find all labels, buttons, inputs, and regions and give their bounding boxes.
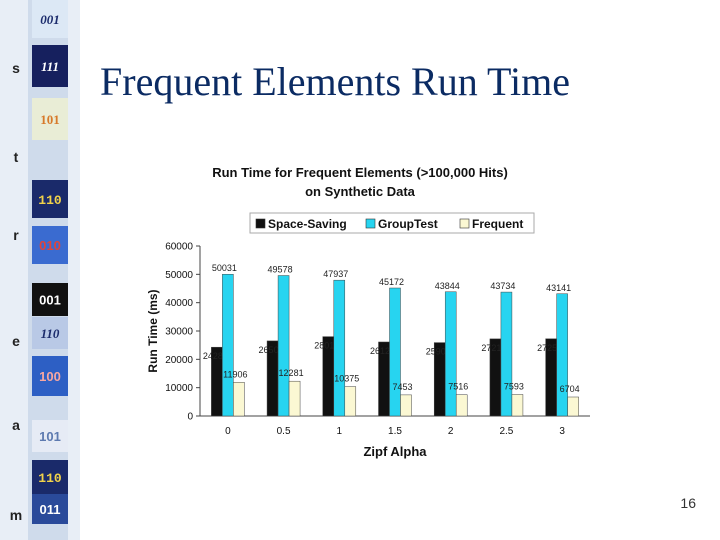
- data-label: 47937: [323, 269, 348, 279]
- stripe-block: [32, 317, 68, 349]
- bar-frequent: [288, 380, 301, 417]
- x-tick-label: 1.5: [388, 426, 402, 437]
- data-label: 7593: [504, 381, 524, 391]
- bar-frequent: [233, 382, 245, 417]
- stripe-code: 110: [41, 326, 60, 341]
- x-axis-label: Zipf Alpha: [363, 444, 427, 459]
- legend-swatch: [459, 218, 470, 229]
- y-axis-label: Run Time (ms): [146, 289, 160, 372]
- stripe-code: 010: [39, 238, 61, 253]
- data-label: 43844: [435, 281, 460, 291]
- data-label: 24281: [203, 351, 228, 361]
- data-label: 43734: [490, 281, 515, 291]
- chart-title: Run Time for Frequent Elements (>100,000…: [212, 165, 508, 180]
- y-tick-label: 20000: [165, 355, 193, 366]
- data-label: 43141: [546, 283, 571, 293]
- slide-title: Frequent Elements Run Time: [100, 59, 570, 104]
- bar-grouptest: [277, 275, 290, 417]
- stripe-block: [32, 180, 68, 218]
- run-time-bar-chart: Run Time for Frequent Elements (>100,000…: [146, 165, 590, 459]
- stripe-code: 101: [40, 112, 60, 127]
- bar-grouptest: [500, 291, 513, 417]
- stripe-letter: r: [13, 227, 19, 243]
- legend-label: Frequent: [472, 217, 523, 231]
- bar-frequent: [567, 396, 579, 417]
- data-label: 25906: [426, 347, 451, 357]
- stripe-code: 111: [41, 59, 59, 74]
- y-tick-label: 30000: [165, 327, 193, 338]
- data-label: 27218: [481, 343, 506, 353]
- stripe-block: [32, 356, 68, 396]
- stripe-block: [32, 420, 68, 452]
- bar-grouptest: [333, 279, 346, 417]
- stripe-letter: s: [12, 60, 20, 76]
- data-label: 7516: [448, 382, 468, 392]
- bar-grouptest: [444, 291, 457, 417]
- y-tick-label: 60000: [165, 242, 193, 253]
- y-tick-label: 10000: [165, 383, 193, 394]
- stripe-block: [32, 494, 68, 524]
- data-label: 10375: [334, 374, 359, 384]
- chart-legend: Space-Saving GroupTest Frequent: [249, 212, 535, 234]
- x-tick-label: 1: [337, 426, 343, 437]
- stripe-letter: m: [10, 507, 22, 523]
- data-label: 28015: [314, 341, 339, 351]
- data-label: 6704: [560, 384, 580, 394]
- data-label: 49578: [268, 265, 293, 275]
- y-tick-label: 0: [187, 412, 193, 423]
- x-tick-label: 2: [448, 426, 454, 437]
- data-label: 26125: [370, 346, 395, 356]
- stripe-code: 110: [38, 193, 62, 208]
- y-tick-label: 40000: [165, 298, 193, 309]
- x-tick-label: 3: [559, 426, 565, 437]
- page-number: 16: [680, 495, 696, 511]
- bar-grouptest: [389, 287, 401, 417]
- chart-subtitle: on Synthetic Data: [305, 184, 416, 199]
- data-label: 12281: [279, 368, 304, 378]
- data-label: 11906: [223, 369, 247, 379]
- data-label: 26500: [259, 345, 284, 355]
- stripe-block: [32, 98, 68, 140]
- bar-frequent: [511, 394, 524, 417]
- data-label: 45172: [379, 277, 404, 287]
- stripe-code: 001: [40, 12, 60, 27]
- stripe-block: [32, 283, 68, 316]
- stripe-block: [32, 460, 68, 494]
- stripe-code: 100: [39, 369, 61, 384]
- stripe-block: [32, 226, 68, 264]
- stripe-block: [32, 0, 68, 38]
- decorative-binary-stripe: 001 111 101 110 010 001 110 100 101 110 011 s t r e a m: [0, 0, 80, 540]
- stripe-block: [32, 45, 68, 87]
- stripe-code: 011: [40, 502, 61, 517]
- x-tick-label: 2.5: [499, 426, 513, 437]
- stripe-code: 001: [39, 293, 61, 308]
- stripe-code: 110: [38, 471, 62, 486]
- stripe-letter: t: [14, 149, 19, 165]
- x-tick-label: 0: [225, 426, 231, 437]
- data-label: 50031: [212, 263, 237, 273]
- legend-swatch: [255, 218, 266, 229]
- legend-label: Space-Saving: [268, 217, 347, 231]
- y-tick-label: 50000: [165, 270, 193, 281]
- bar-frequent: [344, 386, 357, 417]
- bar-grouptest: [222, 273, 234, 417]
- data-label: 27250: [537, 343, 562, 353]
- stripe-letter: a: [12, 417, 20, 433]
- stripe-code: 101: [39, 429, 61, 444]
- bar-frequent: [400, 394, 412, 417]
- bar-frequent: [455, 394, 468, 417]
- stripe-letter: e: [12, 333, 20, 349]
- data-label: 7453: [392, 382, 412, 392]
- legend-label: GroupTest: [378, 217, 438, 231]
- legend-swatch: [365, 218, 376, 229]
- bar-grouptest: [556, 293, 568, 417]
- x-tick-label: 0.5: [277, 426, 291, 437]
